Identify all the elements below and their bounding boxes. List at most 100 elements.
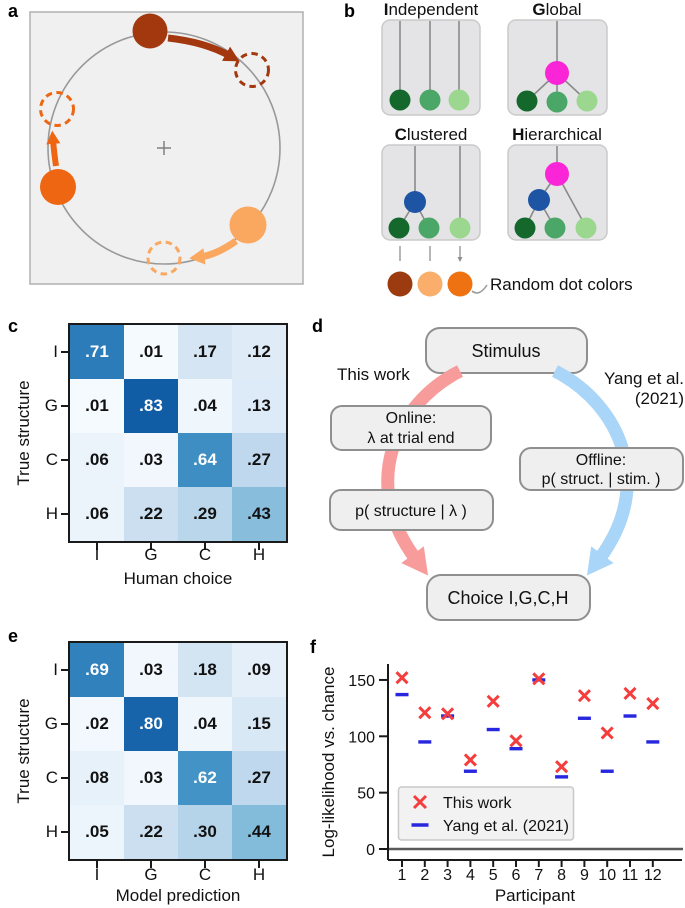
x-axis-label: Participant: [495, 886, 576, 905]
node-blue: [404, 191, 426, 213]
cell-I-C: .18: [178, 643, 232, 697]
title-rest: lustered: [407, 125, 467, 144]
this-work-label: This work: [337, 365, 410, 384]
cell-I-I: .71: [70, 325, 124, 379]
cell-H-H: .44: [232, 805, 286, 859]
leaf-mid-green: [546, 91, 568, 113]
dot-orange: [40, 169, 76, 205]
choice-box: [426, 574, 591, 621]
x-tick-label: 11: [622, 867, 639, 884]
row-label-C: C: [45, 450, 58, 469]
node-magenta: [545, 162, 569, 186]
offline-box: [519, 447, 684, 491]
random-color-arrows: [399, 246, 460, 261]
random-dot-light-orange: [417, 271, 443, 297]
leaf-mid-green: [419, 89, 441, 111]
row-axis-label: True structure: [14, 380, 33, 486]
x-tick-label: 2: [420, 867, 429, 884]
cell-H-G: .22: [124, 805, 178, 859]
motion-arrow-dark: [167, 34, 240, 62]
cell-G-H: .15: [232, 697, 286, 751]
marker-this-work-p7: [532, 672, 546, 686]
col-tick: [150, 543, 152, 550]
cell-G-C: .04: [178, 697, 232, 751]
row-tick: [61, 459, 68, 461]
axes: [387, 664, 682, 861]
stimulus-label: Stimulus: [471, 341, 540, 361]
col-axis-label: Model prediction: [115, 886, 241, 905]
col-tick: [204, 543, 206, 550]
marker-this-work-p8: [555, 760, 569, 774]
dot-light-orange: [229, 206, 267, 244]
panel-label-c: c: [8, 316, 19, 336]
col-label-I: I: [94, 865, 100, 884]
structure-title-hierarchical: Hierarchical: [512, 125, 602, 144]
panel-d-flow-diagram: Stimulus Online: λ at trial end p( struc…: [329, 327, 684, 621]
cell-I-H: .09: [232, 643, 286, 697]
title-bold-letter: G: [532, 0, 545, 19]
x-tick-label: 8: [557, 867, 566, 884]
panel-label-a: a: [8, 1, 19, 21]
row-tick: [61, 723, 68, 725]
legend-box: [397, 786, 575, 841]
row-axis-label: True structure: [14, 698, 33, 804]
leaf-mid-green: [418, 217, 440, 239]
hierarchical-box: [507, 144, 608, 241]
title-bold-letter: I: [384, 0, 389, 19]
marker-this-work-p11: [623, 686, 637, 701]
panel-label-d: d: [312, 316, 323, 336]
offline-label-line1: Offline:: [576, 452, 626, 469]
y-tick-label: 100: [348, 729, 375, 746]
panel-c-confusion-matrix-human: True structure .71.01.17.12.01.83.04.13.0…: [0, 316, 310, 626]
dot-dark-red: [132, 13, 168, 49]
x-tick-label: 7: [534, 867, 543, 884]
fixation-cross: [157, 141, 171, 155]
x-tick-label: 4: [466, 867, 475, 884]
random-dot-dark-brown: [387, 271, 413, 297]
online-label-line1: Online:: [386, 410, 437, 427]
col-label-H: H: [252, 865, 266, 884]
col-tick: [150, 861, 152, 868]
motion-arrow-orange: [46, 130, 61, 167]
panel-label-b: b: [344, 1, 355, 21]
col-label-H: H: [252, 545, 266, 564]
y-tick-label: 150: [348, 673, 375, 690]
y-axis-label: Log-likelihood vs. chance: [319, 667, 338, 858]
title-rest: lobal: [546, 0, 582, 19]
marker-this-work-p6: [509, 734, 523, 748]
node-blue: [528, 189, 550, 211]
yang-label-line1: Yang et al.: [604, 369, 684, 388]
cell-I-G: .01: [124, 325, 178, 379]
cell-C-I: .08: [70, 751, 124, 805]
title-bold-letter: C: [395, 125, 407, 144]
p-structure-label: p( structure | λ ): [355, 503, 467, 520]
cell-C-C: .64: [178, 433, 232, 487]
panel-e-confusion-matrix-model: True structure .69.03.18.09 .02.80.04.15 .0…: [0, 626, 310, 908]
target-circle-orange: [39, 91, 75, 127]
choice-label: Choice I,G,C,H: [447, 588, 568, 608]
row-label-I: I: [53, 342, 58, 361]
cell-C-H: .27: [232, 433, 286, 487]
cell-I-H: .12: [232, 325, 286, 379]
cell-C-G: .03: [124, 433, 178, 487]
cell-G-G: .83: [124, 379, 178, 433]
online-label-line2: λ at trial end: [367, 430, 454, 447]
row-tick: [61, 831, 68, 833]
global-edges: [526, 21, 588, 102]
row-label-G: G: [44, 396, 58, 415]
leaf-light-green: [448, 89, 470, 111]
y-tick-label: 0: [366, 842, 375, 859]
x-tick-label: 12: [644, 867, 662, 884]
title-rest: ierarchical: [524, 125, 601, 144]
title-bold-letter: H: [512, 125, 524, 144]
row-label-G: G: [44, 714, 58, 733]
random-dot-label: Random dot colors: [490, 275, 633, 294]
leaf-light-green: [576, 90, 598, 112]
yang-label-line2: (2021): [635, 389, 684, 408]
x-tick-label: 5: [489, 867, 498, 884]
marker-this-work-p1: [395, 671, 409, 685]
col-label-G: G: [144, 865, 158, 884]
row-tick: [61, 669, 68, 671]
marker-this-work-p12: [646, 697, 660, 711]
